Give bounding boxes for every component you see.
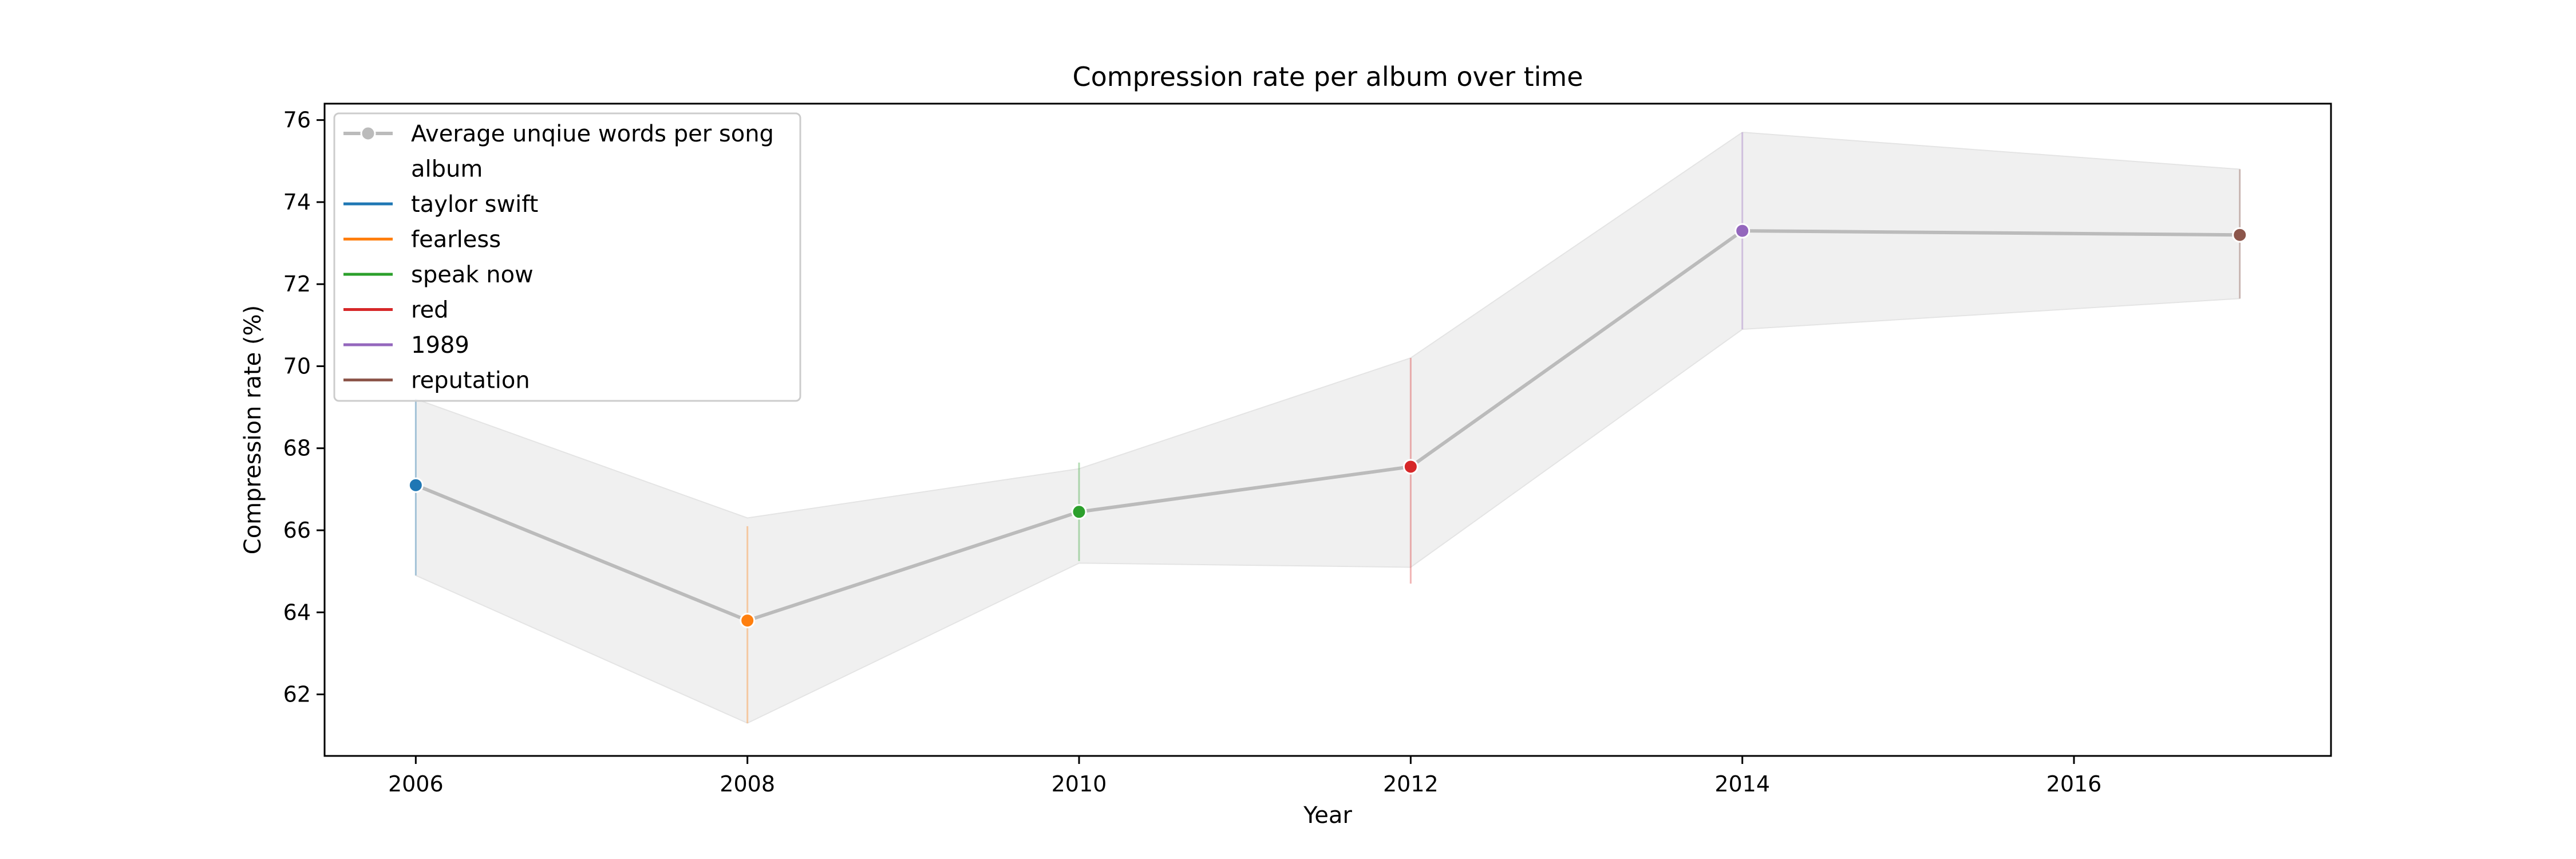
x-tick-label: 2012 [1383, 771, 1439, 797]
legend-album-label: reputation [411, 368, 530, 394]
y-axis-label: Compression rate (%) [240, 305, 266, 554]
legend-heading: album [411, 156, 483, 183]
series-line [415, 229, 2240, 622]
legend-album-label: 1989 [411, 332, 469, 358]
y-tick-label: 76 [283, 108, 311, 133]
y-tick-label: 62 [283, 682, 311, 707]
legend-album-label: speak now [411, 262, 534, 288]
y-tick-label: 70 [283, 353, 311, 379]
legend-album-label: red [411, 297, 449, 324]
legend-series-marker [360, 125, 376, 141]
axes-frame [323, 103, 2332, 757]
data-point [1735, 223, 1751, 239]
y-tick-label: 68 [283, 436, 311, 461]
y-tick-label: 74 [283, 190, 311, 215]
x-axis-label: Year [1303, 802, 1352, 829]
x-tick-label: 2010 [1052, 771, 1107, 797]
data-point [1071, 504, 1087, 520]
data-point [408, 477, 424, 493]
chart-title: Compression rate per album over time [1072, 61, 1583, 92]
x-tick-label: 2014 [1714, 771, 1770, 797]
plot-area [408, 132, 2248, 724]
data-point [740, 613, 756, 629]
data-point [2232, 227, 2248, 243]
axis-ticks: 2006 2008 2010 2012 2014 2016 62 64 66 68 70 72 74 76 [283, 108, 2102, 797]
y-tick-label: 72 [283, 271, 311, 297]
x-tick-label: 2016 [2046, 771, 2102, 797]
data-point [1402, 459, 1419, 475]
legend: Average unqiue words per song album taylor… [333, 112, 801, 402]
confidence-band [415, 132, 2241, 724]
legend-album-label: taylor swift [411, 191, 538, 218]
x-tick-label: 2008 [720, 771, 775, 797]
legend-series-label: Average unqiue words per song [411, 121, 774, 147]
x-tick-label: 2006 [388, 771, 444, 797]
y-tick-label: 64 [283, 600, 311, 625]
legend-box [333, 112, 801, 402]
y-tick-label: 66 [283, 518, 311, 543]
legend-album-label: fearless [411, 227, 501, 253]
